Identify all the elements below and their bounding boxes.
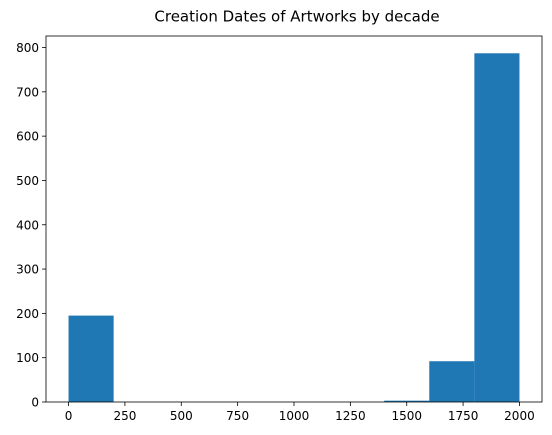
plot-frame bbox=[45, 35, 543, 403]
x-tick-label: 2000 bbox=[504, 409, 535, 423]
x-tick-label: 1250 bbox=[335, 409, 366, 423]
y-tick-label: 500 bbox=[16, 174, 39, 188]
y-tick-label: 800 bbox=[16, 41, 39, 55]
x-tick-label: 1500 bbox=[391, 409, 422, 423]
x-tick-label: 0 bbox=[65, 409, 73, 423]
histogram-bar-0 bbox=[68, 315, 114, 402]
x-tick-label: 1000 bbox=[279, 409, 310, 423]
chart-title: Creation Dates of Artworks by decade bbox=[154, 8, 439, 26]
x-tick-label: 1750 bbox=[448, 409, 479, 423]
x-tick-label: 250 bbox=[113, 409, 136, 423]
x-tick-label: 750 bbox=[226, 409, 249, 423]
y-tick-label: 100 bbox=[16, 351, 39, 365]
y-axis: 0 100 200 300 400 500 600 700 800 bbox=[16, 41, 46, 410]
histogram-bar-9 bbox=[474, 53, 520, 402]
histogram-bar-7 bbox=[384, 400, 430, 402]
y-tick-label: 300 bbox=[16, 263, 39, 277]
bars-group bbox=[68, 53, 520, 402]
y-tick-label: 400 bbox=[16, 218, 39, 232]
y-tick-label: 700 bbox=[16, 85, 39, 99]
y-tick-label: 600 bbox=[16, 130, 39, 144]
histogram-bar-8 bbox=[429, 361, 475, 402]
y-tick-label: 0 bbox=[31, 396, 39, 410]
x-axis: 0 250 500 750 1000 1250 1500 1750 2000 bbox=[65, 402, 535, 423]
x-tick-label: 500 bbox=[170, 409, 193, 423]
y-tick-label: 200 bbox=[16, 307, 39, 321]
